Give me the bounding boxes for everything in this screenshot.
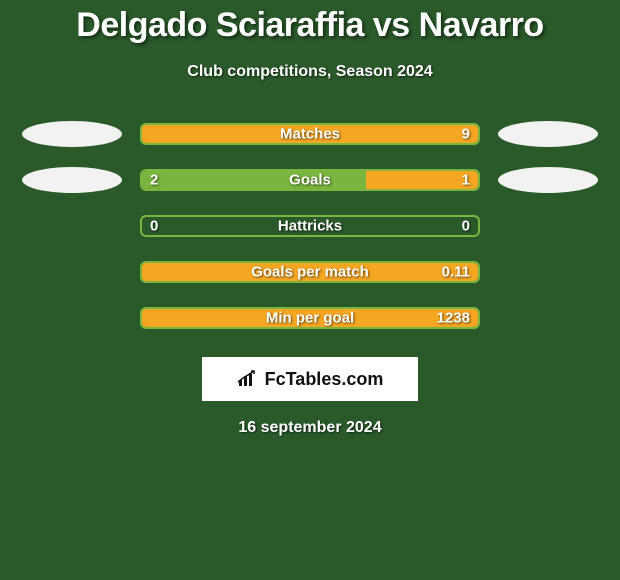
bar-left-fill <box>142 171 366 189</box>
left-ellipse <box>22 121 122 147</box>
page-title: Delgado Sciaraffia vs Navarro <box>0 0 620 45</box>
bar-chart-icon <box>237 370 259 388</box>
stat-label: Matches <box>280 126 340 143</box>
stat-right-value: 0.11 <box>442 264 470 281</box>
stat-left-value: 2 <box>150 172 158 189</box>
stat-label: Hattricks <box>278 218 342 235</box>
stat-rows: 9 Matches 2 1 Goals 0 0 Hattricks 0.11 Goals per … <box>0 123 620 329</box>
footer-date: 16 september 2024 <box>0 419 620 437</box>
stat-row: 2 1 Goals <box>0 169 620 191</box>
stat-label: Goals per match <box>251 264 369 281</box>
stat-bar: 9 Matches <box>140 123 480 145</box>
stat-right-value: 1238 <box>437 310 470 327</box>
stat-right-value: 1 <box>462 172 470 189</box>
stat-bar: 1238 Min per goal <box>140 307 480 329</box>
right-ellipse <box>498 121 598 147</box>
logo-text: FcTables.com <box>265 369 384 390</box>
right-ellipse <box>498 167 598 193</box>
stat-bar: 0.11 Goals per match <box>140 261 480 283</box>
left-ellipse <box>22 167 122 193</box>
page-subtitle: Club competitions, Season 2024 <box>0 63 620 81</box>
stat-row: 9 Matches <box>0 123 620 145</box>
stat-right-value: 0 <box>462 218 470 235</box>
stat-row: 0 0 Hattricks <box>0 215 620 237</box>
stat-row: 1238 Min per goal <box>0 307 620 329</box>
stat-row: 0.11 Goals per match <box>0 261 620 283</box>
stat-right-value: 9 <box>462 126 470 143</box>
stat-bar: 0 0 Hattricks <box>140 215 480 237</box>
stat-bar: 2 1 Goals <box>140 169 480 191</box>
stat-label: Goals <box>289 172 331 189</box>
logo-box: FcTables.com <box>202 357 418 401</box>
comparison-infographic: Delgado Sciaraffia vs Navarro Club compe… <box>0 0 620 580</box>
stat-left-value: 0 <box>150 218 158 235</box>
stat-label: Min per goal <box>266 310 354 327</box>
